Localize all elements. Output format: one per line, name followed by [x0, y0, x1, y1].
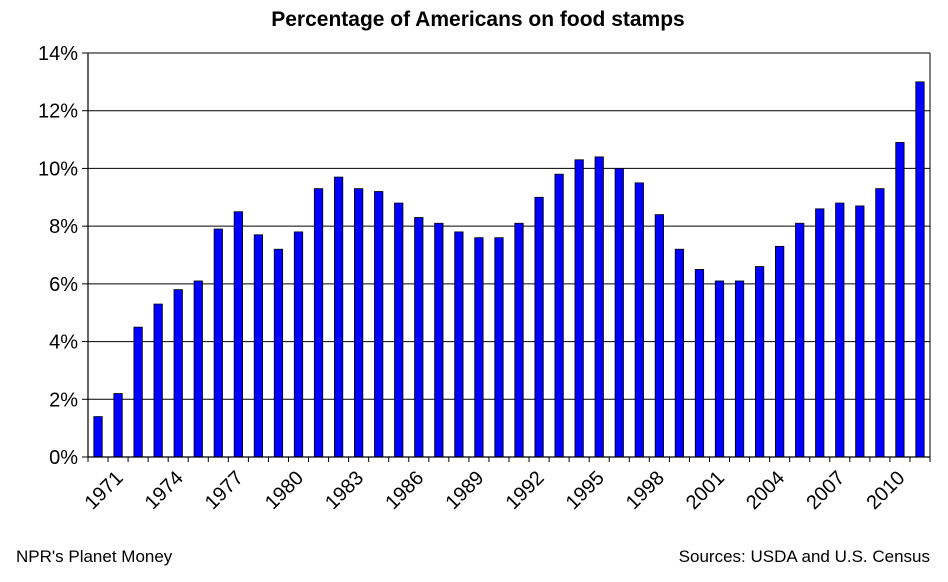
bar: [875, 188, 885, 458]
bar: [915, 81, 925, 458]
bar: [594, 156, 604, 458]
bar: [233, 211, 243, 458]
sources-note: Sources: USDA and U.S. Census: [679, 547, 930, 566]
x-tick-label: 1995: [562, 467, 609, 514]
x-tick-label: 1989: [441, 467, 488, 514]
x-tick-label: 2010: [862, 467, 909, 514]
y-tick-label: 14%: [38, 43, 78, 65]
bar: [815, 208, 825, 458]
bar: [734, 280, 745, 458]
bar: [354, 188, 364, 458]
bar: [634, 182, 644, 458]
bar: [855, 205, 865, 458]
bar: [795, 222, 805, 458]
bar: [694, 269, 705, 458]
y-tick-label: 6%: [49, 274, 78, 296]
bar: [333, 176, 344, 458]
bar: [213, 228, 223, 458]
y-tick-label: 0%: [49, 447, 78, 469]
y-tick-label: 12%: [38, 101, 78, 123]
bar: [654, 214, 664, 458]
bar: [374, 191, 384, 458]
bar: [754, 266, 765, 458]
x-tick-label: 1998: [622, 467, 669, 514]
bar: [253, 234, 264, 458]
x-tick-label: 2004: [742, 467, 789, 514]
bar: [534, 196, 544, 458]
y-tick-label: 2%: [49, 389, 78, 411]
bar: [133, 326, 143, 458]
bar: [273, 248, 284, 458]
bar: [173, 289, 183, 458]
bar: [434, 222, 444, 458]
x-tick-label: 1971: [81, 467, 128, 514]
bar: [113, 393, 123, 458]
x-tick-label: 1974: [141, 467, 188, 514]
bar: [474, 237, 484, 458]
bar: [494, 237, 504, 458]
bars: [93, 81, 925, 458]
y-tick-label: 4%: [49, 332, 78, 354]
x-tick-label: 1992: [502, 467, 549, 514]
x-tick-label: 1977: [201, 467, 248, 514]
bar: [614, 168, 624, 458]
bar: [775, 245, 785, 458]
x-tick-label: 2001: [682, 467, 729, 514]
bar: [554, 173, 564, 458]
bar: [93, 416, 103, 458]
bar: [153, 303, 163, 458]
credit-note: NPR's Planet Money: [16, 547, 173, 566]
chart-title: Percentage of Americans on food stamps: [271, 8, 685, 31]
x-tick-label: 1980: [261, 467, 308, 514]
x-tick-label: 1986: [381, 467, 428, 514]
bar: [714, 280, 725, 458]
x-axis-ticks: 1971 1974 1977 1980 1983 1986 1989 1992 1995 1998…: [81, 457, 931, 514]
bar: [674, 248, 685, 458]
bar: [574, 159, 584, 458]
bar: [414, 217, 424, 458]
bar: [514, 222, 524, 458]
bar: [313, 188, 324, 458]
y-tick-label: 10%: [38, 158, 78, 180]
bar: [193, 280, 203, 458]
bar: [394, 202, 404, 458]
bar: [835, 202, 845, 458]
x-tick-label: 2007: [802, 467, 849, 514]
bar: [895, 142, 905, 458]
y-axis-ticks: 0% 2% 4% 6% 8% 10% 12% 14%: [38, 43, 88, 469]
bar: [293, 231, 304, 458]
y-tick-label: 8%: [49, 216, 78, 238]
bar: [454, 231, 464, 458]
x-tick-label: 1983: [321, 467, 368, 514]
